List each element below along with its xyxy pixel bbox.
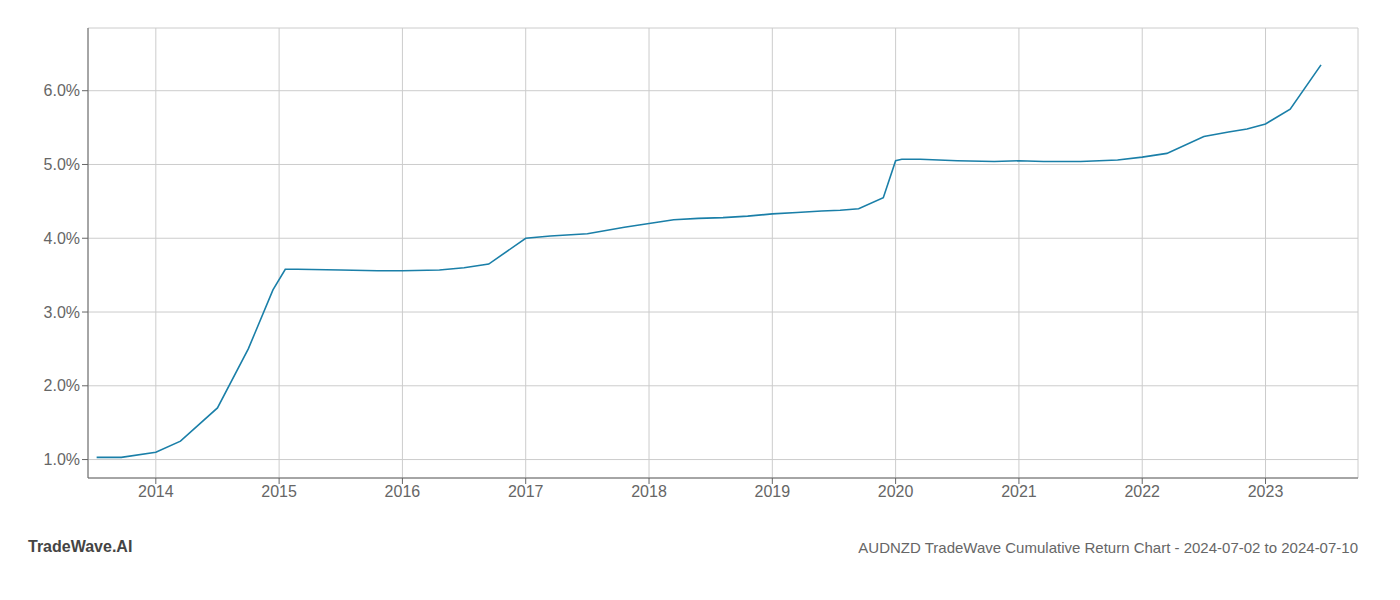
- svg-text:2022: 2022: [1124, 483, 1160, 500]
- svg-text:1.0%: 1.0%: [44, 451, 80, 468]
- svg-text:2018: 2018: [631, 483, 667, 500]
- svg-text:2023: 2023: [1248, 483, 1284, 500]
- svg-text:4.0%: 4.0%: [44, 230, 80, 247]
- svg-text:2015: 2015: [261, 483, 297, 500]
- html-text:TradeWave.AI: TradeWave.AI: [28, 538, 133, 555]
- svg-text:2021: 2021: [1001, 483, 1037, 500]
- svg-text:2016: 2016: [385, 483, 421, 500]
- svg-text:2014: 2014: [138, 483, 174, 500]
- svg-text:5.0%: 5.0%: [44, 156, 80, 173]
- svg-text:3.0%: 3.0%: [44, 304, 80, 321]
- svg-text:2.0%: 2.0%: [44, 377, 80, 394]
- html-text:AUDNZD TradeWave Cumulative Re: AUDNZD TradeWave Cumulative Return Chart…: [858, 539, 1358, 556]
- svg-text:6.0%: 6.0%: [44, 82, 80, 99]
- svg-text:2017: 2017: [508, 483, 544, 500]
- svg-text:2020: 2020: [878, 483, 914, 500]
- svg-text:2019: 2019: [755, 483, 791, 500]
